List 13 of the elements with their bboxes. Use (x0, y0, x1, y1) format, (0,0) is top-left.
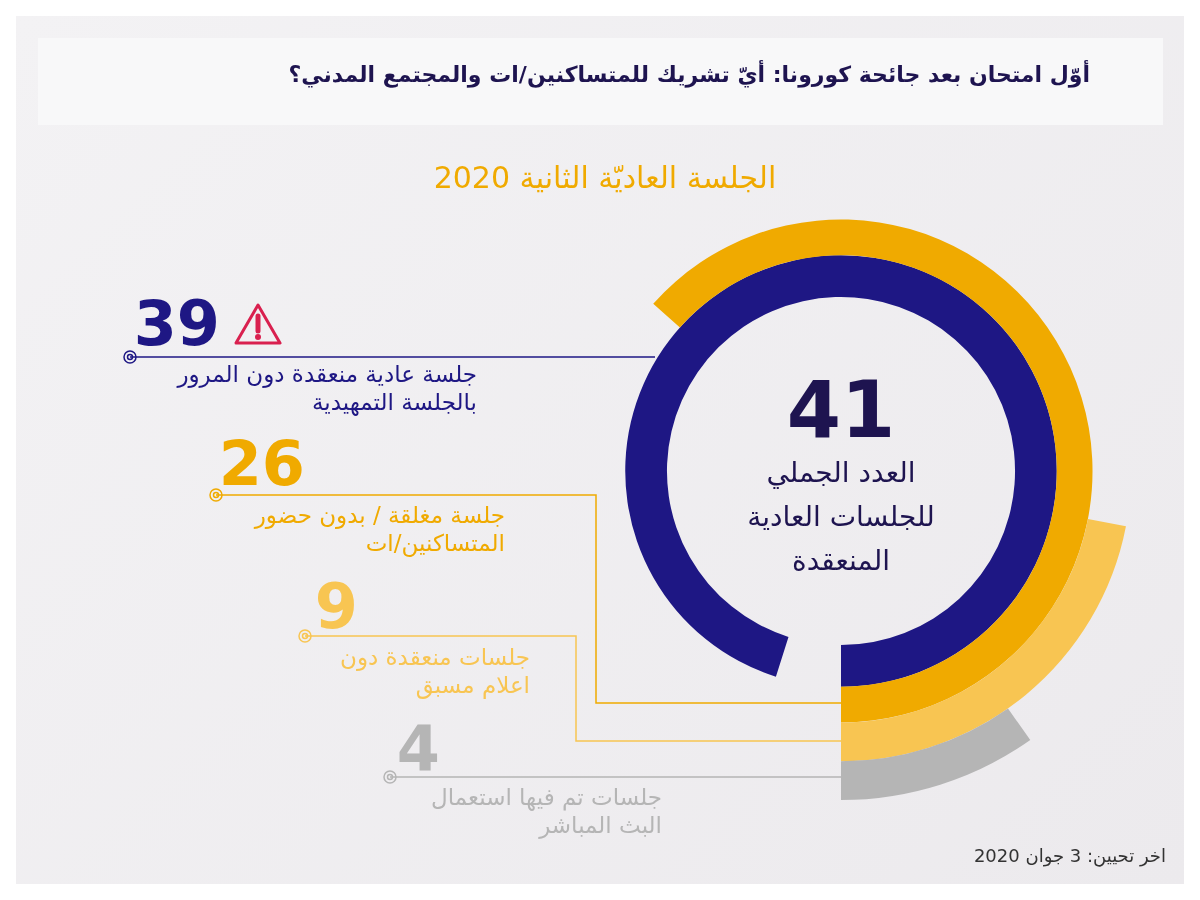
text: أوّل امتحان بعد جائحة كورونا: أيّ تشريك للمتساكنين/ات والمجتمع المدني؟ (288, 62, 1090, 87)
category-label: جلسات تم فيها استعمال البث المباشر (431, 784, 662, 839)
category-label: جلسات منعقدة دون اعلام مسبق (340, 644, 530, 699)
text: العدد الجملي للجلسات العادية المنعقدة (747, 456, 935, 577)
data-label: 9 (314, 570, 358, 643)
category-label: جلسة مغلقة / بدون حضور المتساكنين/ات (253, 502, 505, 557)
data-label: 39 (133, 287, 220, 360)
category-label: جلسة عادية منعقدة دون المرور بالجلسة التمهيدية (176, 361, 477, 416)
text: 41 (786, 365, 896, 455)
text: اخر تحيين: 3 جوان 2020 (973, 845, 1166, 866)
data-label: 4 (396, 712, 440, 785)
text: الجلسة العاديّة الثانية 2020 (433, 160, 777, 195)
data-label: 26 (218, 427, 305, 500)
